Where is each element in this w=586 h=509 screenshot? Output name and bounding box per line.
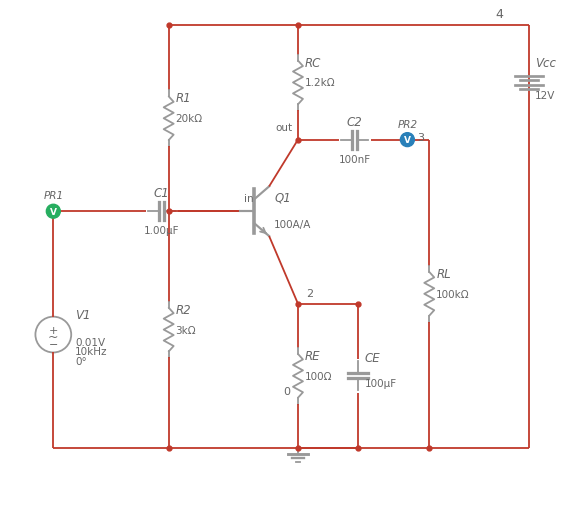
Text: 100kΩ: 100kΩ bbox=[436, 289, 470, 299]
Text: 0°: 0° bbox=[75, 357, 87, 366]
Text: 3: 3 bbox=[417, 132, 424, 143]
Text: 10kHz: 10kHz bbox=[75, 347, 108, 357]
Text: V: V bbox=[404, 136, 411, 145]
Text: RE: RE bbox=[305, 349, 321, 362]
Text: out: out bbox=[275, 123, 292, 132]
Text: R1: R1 bbox=[176, 92, 191, 105]
Text: 1.2kΩ: 1.2kΩ bbox=[305, 78, 336, 88]
Text: PR1: PR1 bbox=[43, 191, 63, 201]
Text: ~: ~ bbox=[48, 330, 59, 344]
Text: Q1: Q1 bbox=[274, 191, 291, 204]
Text: 100μF: 100μF bbox=[364, 378, 397, 388]
Text: V: V bbox=[50, 207, 57, 216]
Text: 100A/A: 100A/A bbox=[274, 220, 312, 230]
Circle shape bbox=[400, 133, 414, 147]
Text: C1: C1 bbox=[154, 187, 169, 200]
Text: 12V: 12V bbox=[534, 91, 555, 101]
Text: 100Ω: 100Ω bbox=[305, 371, 332, 381]
Text: R2: R2 bbox=[176, 303, 191, 316]
Text: 0: 0 bbox=[283, 386, 290, 396]
Text: in: in bbox=[244, 194, 254, 204]
Text: V1: V1 bbox=[75, 308, 91, 321]
Text: RC: RC bbox=[305, 56, 321, 69]
Text: Vcc: Vcc bbox=[534, 56, 556, 69]
Text: 1.00μF: 1.00μF bbox=[144, 225, 179, 236]
Text: 3kΩ: 3kΩ bbox=[176, 325, 196, 335]
Text: RL: RL bbox=[436, 267, 451, 280]
Text: 2: 2 bbox=[306, 288, 313, 298]
Text: PR2: PR2 bbox=[397, 120, 417, 129]
Text: 20kΩ: 20kΩ bbox=[176, 114, 203, 124]
Text: +: + bbox=[49, 325, 58, 335]
Text: C2: C2 bbox=[347, 116, 363, 128]
Text: 100nF: 100nF bbox=[339, 154, 371, 164]
Text: 0.01V: 0.01V bbox=[75, 337, 105, 347]
Text: CE: CE bbox=[364, 351, 380, 364]
Circle shape bbox=[46, 205, 60, 219]
Text: −: − bbox=[49, 339, 58, 349]
Text: 4: 4 bbox=[495, 8, 503, 21]
